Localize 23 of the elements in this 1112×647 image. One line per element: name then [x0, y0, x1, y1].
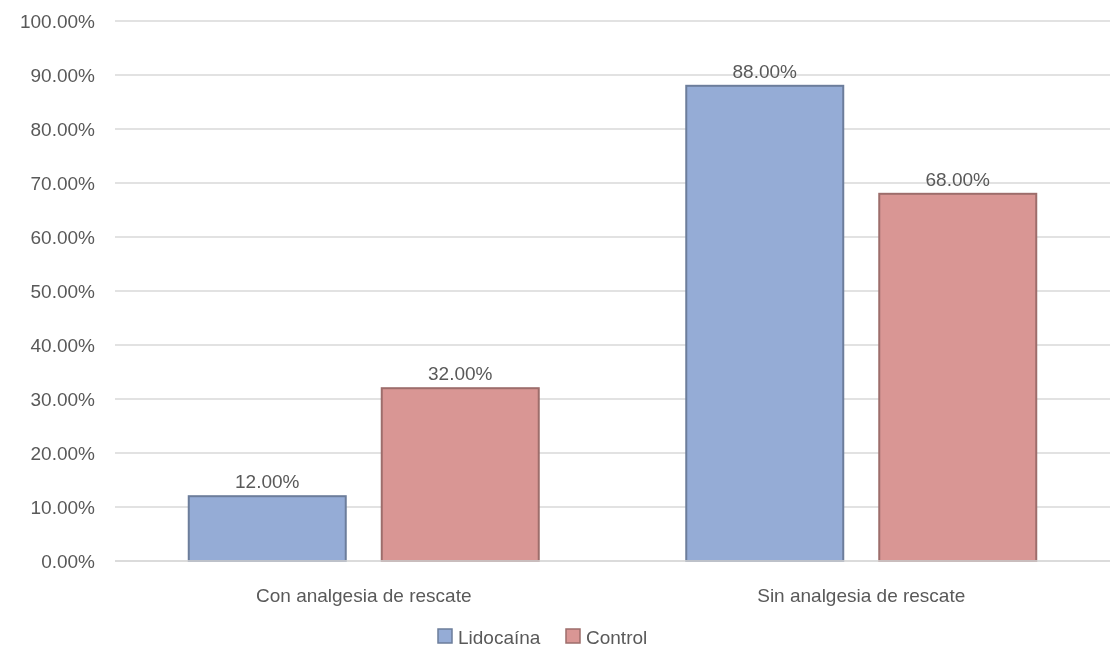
y-tick-label: 20.00%: [30, 442, 96, 464]
bar: [187, 495, 347, 562]
y-tick-label: 70.00%: [30, 172, 96, 194]
bar: [878, 192, 1038, 562]
data-label: 32.00%: [428, 363, 493, 385]
y-tick-label: 30.00%: [30, 388, 96, 410]
y-tick-label: 50.00%: [30, 280, 96, 302]
y-tick-label: 80.00%: [30, 118, 96, 140]
x-tick-label: Con analgesia de rescate: [256, 585, 472, 606]
y-tick-label: 0.00%: [41, 550, 96, 572]
y-tick-label: 60.00%: [30, 226, 96, 248]
y-tick-label: 10.00%: [30, 496, 96, 518]
y-tick-label: 90.00%: [30, 64, 96, 86]
bar: [685, 84, 845, 562]
x-tick-label: Sin analgesia de rescate: [757, 585, 966, 606]
bar: [380, 387, 540, 562]
y-tick-label: 100.00%: [19, 10, 96, 32]
y-tick-label: 40.00%: [30, 334, 96, 356]
legend-label: Lidocaína: [458, 626, 541, 647]
data-label: 12.00%: [235, 471, 300, 493]
data-label: 88.00%: [732, 60, 798, 82]
data-label: 68.00%: [925, 168, 991, 190]
legend-label: Control: [586, 626, 648, 647]
